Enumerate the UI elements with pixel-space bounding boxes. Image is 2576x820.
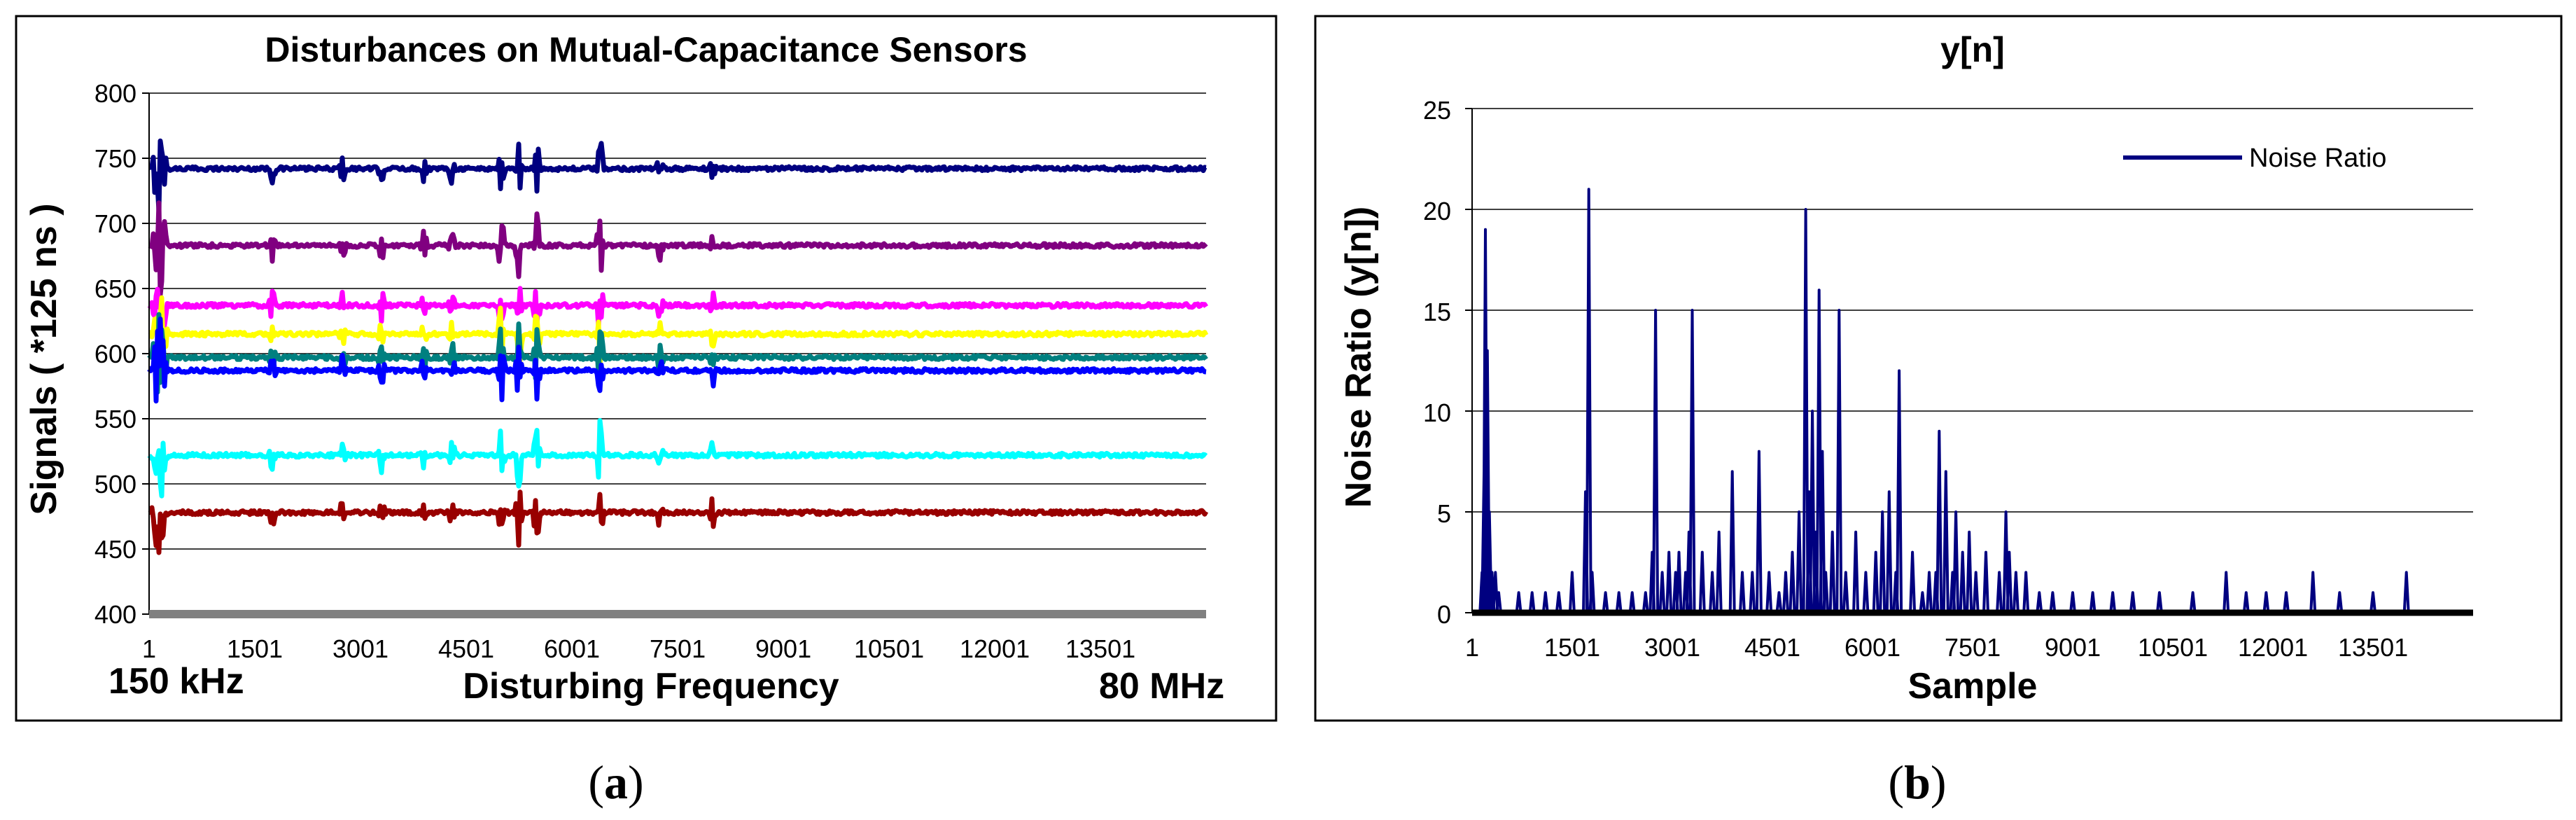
legend-label-noise-ratio: Noise Ratio — [2249, 144, 2386, 173]
chart-a-x-tick-label: 12001 — [960, 634, 1030, 663]
caption-a-letter: a — [604, 756, 628, 809]
chart-a-x-tick-label: 9001 — [755, 634, 811, 663]
chart-a-series-sensor-7 — [147, 418, 1208, 499]
chart-a-y-tick-label: 500 — [94, 470, 136, 499]
chart-a-gridlines — [149, 92, 1206, 550]
chart-a-series-sensor-5 — [147, 312, 1208, 395]
chart-a-x-ticks: 1 1501 3001 4501 6001 7501 9001 10501 12001 13501 — [142, 634, 1135, 663]
chart-a-series-sensor-2 — [148, 200, 1208, 298]
chart-a-y-tick-label: 700 — [94, 209, 136, 238]
chart-a-y-tick-label: 400 — [94, 600, 136, 629]
chart-a-y-ticks: 400 450 500 550 600 650 700 750 800 — [94, 79, 149, 629]
chart-a-y-tick-label: 450 — [94, 535, 136, 564]
caption-a: (a) — [588, 756, 643, 809]
chart-a-y-tick-label: 600 — [94, 340, 136, 368]
chart-b-x-tick-label: 10501 — [2138, 633, 2208, 662]
chart-b-y-tick-label: 0 — [1437, 600, 1451, 629]
chart-a-x-tick-label: 6001 — [544, 634, 600, 663]
chart-a-x-tick-label: 1501 — [227, 634, 283, 663]
chart-a-y-axis-label: Signals ( *125 ns ) — [24, 203, 64, 515]
chart-a-series-group — [147, 138, 1209, 555]
chart-b-x-tick-label: 4501 — [1744, 633, 1800, 662]
chart-b-title: y[n] — [1940, 30, 2005, 69]
chart-a-y-tick-label: 650 — [94, 275, 136, 303]
chart-b-y-tick-label: 20 — [1423, 197, 1451, 225]
chart-b-series-noise-ratio — [1478, 188, 2410, 614]
chart-b-axes — [1471, 109, 2473, 616]
chart-a-x-tick-label: 13501 — [1065, 634, 1135, 663]
chart-a-x-start-note: 150 kHz — [108, 661, 244, 702]
chart-a-series-sensor-6 — [147, 317, 1208, 404]
panel-b-chart: y[n] 0 5 10 15 20 25 1 1501 3001 4501 6001 7501 900… — [1314, 15, 2563, 722]
chart-b-y-tick-label: 25 — [1423, 96, 1451, 125]
chart-a-y-tick-label: 750 — [94, 144, 136, 173]
panel-a-chart: Disturbances on Mutual-Capacitance Senso… — [15, 15, 1278, 722]
chart-b-x-tick-label: 7501 — [1945, 633, 2001, 662]
chart-a-x-tick-label: 4501 — [438, 634, 494, 663]
chart-a-series-sensor-3 — [147, 286, 1208, 340]
caption-b-letter: b — [1904, 756, 1931, 809]
chart-b-x-tick-label: 3001 — [1644, 633, 1700, 662]
chart-b-x-ticks: 1 1501 3001 4501 6001 7501 9001 10501 12001 13501 — [1465, 633, 2408, 662]
chart-a-x-tick-label: 1 — [142, 634, 156, 663]
chart-a-title: Disturbances on Mutual-Capacitance Senso… — [265, 30, 1027, 69]
chart-b-x-tick-label: 13501 — [2338, 633, 2408, 662]
chart-b-x-tick-label: 6001 — [1844, 633, 1900, 662]
chart-b-y-tick-label: 5 — [1437, 499, 1451, 528]
chart-a-x-tick-label: 7501 — [650, 634, 706, 663]
chart-b-y-tick-label: 15 — [1423, 298, 1451, 326]
chart-a-y-tick-label: 800 — [94, 79, 136, 108]
chart-a-series-sensor-8 — [148, 489, 1209, 555]
chart-a-x-tick-label: 3001 — [332, 634, 388, 663]
caption-b: (b) — [1888, 756, 1946, 809]
chart-b-y-tick-label: 10 — [1423, 398, 1451, 427]
chart-a-x-end-note: 80 MHz — [1099, 666, 1224, 707]
chart-a-series-sensor-4 — [148, 295, 1209, 370]
chart-b-legend: Noise Ratio — [2123, 144, 2386, 173]
chart-b-y-axis-label: Noise Ratio (y[n]) — [1338, 207, 1379, 508]
chart-a-x-tick-label: 10501 — [854, 634, 924, 663]
chart-b-series-group — [1478, 188, 2410, 614]
chart-b-x-tick-label: 1 — [1465, 633, 1479, 662]
chart-a-x-axis-label: Disturbing Frequency — [463, 666, 839, 707]
chart-a-y-tick-label: 550 — [94, 405, 136, 433]
chart-b-gridlines — [1472, 108, 2473, 513]
chart-b-x-axis-label: Sample — [1908, 666, 2038, 707]
chart-b-y-ticks: 0 5 10 15 20 25 — [1423, 96, 1472, 629]
chart-b-x-tick-label: 12001 — [2238, 633, 2308, 662]
chart-a-series-sensor-1 — [148, 138, 1208, 214]
chart-b-x-tick-label: 1501 — [1544, 633, 1600, 662]
chart-b-x-tick-label: 9001 — [2045, 633, 2101, 662]
